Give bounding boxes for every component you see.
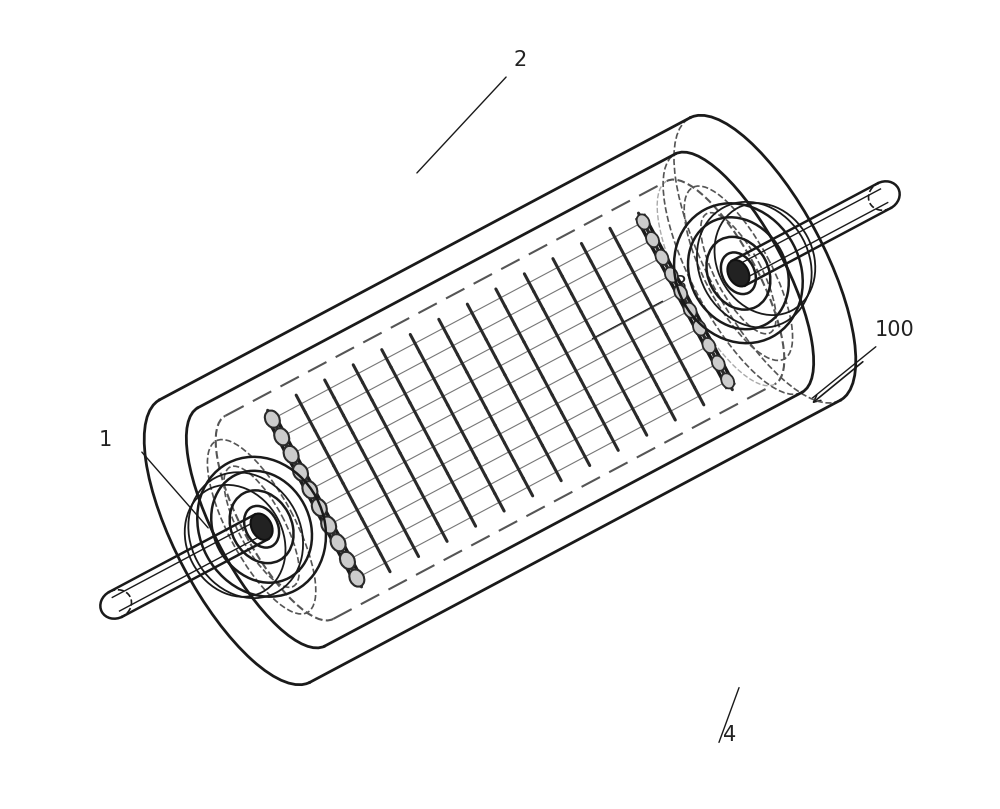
Ellipse shape xyxy=(265,410,280,428)
Ellipse shape xyxy=(684,303,697,318)
Ellipse shape xyxy=(321,516,336,534)
Text: 3: 3 xyxy=(673,275,687,295)
Text: 1: 1 xyxy=(98,430,112,450)
Ellipse shape xyxy=(340,552,355,569)
Ellipse shape xyxy=(674,285,687,300)
Ellipse shape xyxy=(727,260,749,286)
Ellipse shape xyxy=(655,250,668,265)
Text: 2: 2 xyxy=(513,50,527,70)
Ellipse shape xyxy=(712,356,725,371)
Ellipse shape xyxy=(693,320,706,336)
Text: 4: 4 xyxy=(723,725,737,745)
Ellipse shape xyxy=(349,570,364,587)
Ellipse shape xyxy=(293,464,308,481)
Text: 100: 100 xyxy=(875,320,915,340)
Ellipse shape xyxy=(302,481,317,498)
Ellipse shape xyxy=(284,446,299,463)
Ellipse shape xyxy=(331,534,346,552)
Ellipse shape xyxy=(312,499,327,516)
Ellipse shape xyxy=(274,428,289,446)
Ellipse shape xyxy=(637,214,650,230)
Ellipse shape xyxy=(721,373,734,388)
Ellipse shape xyxy=(665,267,678,282)
Ellipse shape xyxy=(251,514,273,540)
Ellipse shape xyxy=(646,232,659,248)
Ellipse shape xyxy=(702,338,715,354)
